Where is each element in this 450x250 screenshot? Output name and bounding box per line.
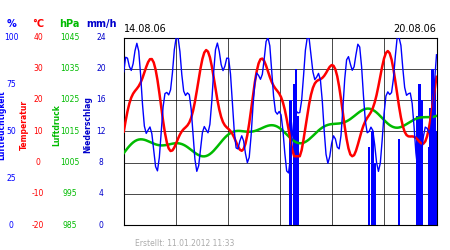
Text: 14.08.06: 14.08.06 — [124, 24, 166, 34]
Bar — [416, 116, 419, 225]
Text: 20.08.06: 20.08.06 — [394, 24, 436, 34]
Text: Temperatur: Temperatur — [20, 100, 29, 150]
Text: 24: 24 — [96, 33, 106, 42]
Text: 1025: 1025 — [60, 96, 79, 104]
Text: 1005: 1005 — [60, 158, 80, 167]
Bar — [418, 84, 421, 225]
Text: %: % — [6, 19, 16, 29]
Bar — [398, 139, 400, 225]
Text: 0: 0 — [9, 220, 14, 230]
Text: 10: 10 — [33, 127, 43, 136]
Text: 985: 985 — [63, 220, 77, 230]
Text: 4: 4 — [99, 189, 104, 198]
Text: 8: 8 — [99, 158, 104, 167]
Text: 50: 50 — [6, 127, 16, 136]
Text: 75: 75 — [6, 80, 16, 89]
Text: Luftdruck: Luftdruck — [52, 104, 61, 146]
Bar — [432, 69, 434, 225]
Bar — [297, 116, 299, 225]
Text: 12: 12 — [96, 127, 106, 136]
Text: mm/h: mm/h — [86, 19, 117, 29]
Text: hPa: hPa — [59, 19, 80, 29]
Bar — [420, 100, 423, 225]
Bar — [428, 147, 430, 225]
Text: 1045: 1045 — [60, 33, 80, 42]
Bar — [368, 147, 370, 225]
Text: 30: 30 — [33, 64, 43, 73]
Text: 16: 16 — [96, 96, 106, 104]
Text: -20: -20 — [32, 220, 45, 230]
Text: 100: 100 — [4, 33, 18, 42]
Text: -10: -10 — [32, 189, 45, 198]
Text: 25: 25 — [6, 174, 16, 182]
Text: °C: °C — [32, 19, 44, 29]
Text: 20: 20 — [33, 96, 43, 104]
Bar — [429, 108, 432, 225]
Bar — [295, 69, 297, 225]
Text: 20: 20 — [96, 64, 106, 73]
Text: Luftfeuchtigkeit: Luftfeuchtigkeit — [0, 90, 7, 160]
Bar — [371, 131, 374, 225]
Bar — [435, 131, 438, 225]
Bar — [433, 84, 436, 225]
Text: 1015: 1015 — [60, 127, 79, 136]
Bar — [289, 100, 292, 225]
Text: 0: 0 — [36, 158, 40, 167]
Text: 1035: 1035 — [60, 64, 80, 73]
Text: 995: 995 — [63, 189, 77, 198]
Bar — [293, 84, 296, 225]
Text: 0: 0 — [99, 220, 104, 230]
Text: 40: 40 — [33, 33, 43, 42]
Bar — [374, 162, 376, 225]
Text: Niederschlag: Niederschlag — [83, 96, 92, 154]
Text: Erstellt: 11.01.2012 11:33: Erstellt: 11.01.2012 11:33 — [135, 238, 234, 248]
